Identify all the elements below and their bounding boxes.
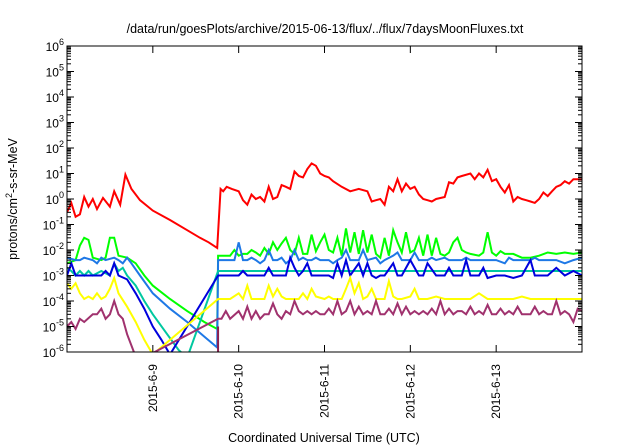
y-tick-label: 105 — [46, 63, 64, 80]
y-tick-label: 10-6 — [43, 343, 64, 360]
y-tick-label: 104 — [46, 88, 64, 105]
y-tick-label: 103 — [46, 114, 64, 131]
x-tick-label: 2015-6-9 — [146, 364, 160, 412]
y-axis-label: protons/cm2-s-sr-MeV — [4, 137, 20, 259]
series-line-1 — [67, 162, 582, 250]
x-tick-label: 2015-6-11 — [318, 364, 332, 418]
plot-frame — [66, 45, 583, 353]
x-axis-ticks: 2015-6-9 2015-6-10 2015-6-11 2015-6-12 2015-… — [146, 46, 503, 419]
y-tick-label: 10-3 — [43, 267, 64, 284]
y-tick-label: 102 — [46, 139, 64, 156]
y-tick-label: 106 — [46, 37, 64, 54]
y-tick-label: 100 — [46, 190, 64, 207]
chart-title: /data/run/goesPlots/archive/2015-06-13/f… — [127, 22, 524, 36]
series-line-6 — [67, 274, 582, 352]
series-line-7 — [67, 297, 582, 352]
series-line-3 — [67, 242, 582, 350]
x-tick-label: 2015-6-12 — [403, 364, 417, 419]
series-layer — [67, 162, 582, 352]
y-tick-label: 101 — [46, 165, 64, 182]
series-line-4 — [67, 260, 582, 352]
y-tick-label: 10-5 — [43, 318, 64, 335]
y-tick-label: 10-1 — [43, 216, 64, 233]
series-line-5 — [67, 254, 582, 352]
y-axis-ticks: 10-6 10-5 10-4 10-3 10-2 10-1 100 101 102 103 104 1… — [43, 37, 582, 360]
y-tick-label: 10-4 — [43, 292, 64, 309]
x-tick-label: 2015-6-13 — [489, 364, 503, 419]
x-tick-label: 2015-6-10 — [232, 364, 246, 419]
x-axis-label: Coordinated Universal Time (UTC) — [228, 431, 420, 445]
series-line-2 — [67, 226, 582, 331]
y-tick-label: 10-2 — [43, 241, 64, 258]
